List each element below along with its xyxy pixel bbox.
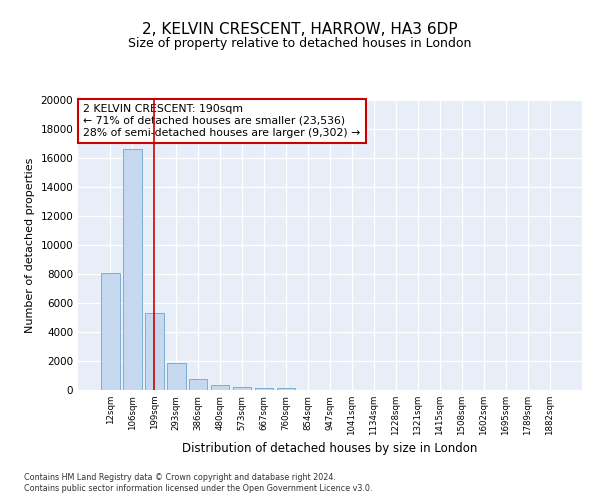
Text: 2 KELVIN CRESCENT: 190sqm
← 71% of detached houses are smaller (23,536)
28% of s: 2 KELVIN CRESCENT: 190sqm ← 71% of detac… — [83, 104, 360, 138]
Text: 2, KELVIN CRESCENT, HARROW, HA3 6DP: 2, KELVIN CRESCENT, HARROW, HA3 6DP — [142, 22, 458, 38]
Bar — [211, 386, 229, 390]
Bar — [101, 274, 119, 390]
Bar — [145, 313, 164, 390]
Y-axis label: Number of detached properties: Number of detached properties — [25, 158, 35, 332]
X-axis label: Distribution of detached houses by size in London: Distribution of detached houses by size … — [182, 442, 478, 455]
Bar — [167, 363, 185, 390]
Text: Contains public sector information licensed under the Open Government Licence v3: Contains public sector information licen… — [24, 484, 373, 493]
Bar — [123, 150, 142, 390]
Text: Size of property relative to detached houses in London: Size of property relative to detached ho… — [128, 38, 472, 51]
Bar — [233, 387, 251, 390]
Bar — [277, 388, 295, 390]
Text: Contains HM Land Registry data © Crown copyright and database right 2024.: Contains HM Land Registry data © Crown c… — [24, 472, 336, 482]
Bar — [189, 379, 208, 390]
Bar — [255, 388, 274, 390]
